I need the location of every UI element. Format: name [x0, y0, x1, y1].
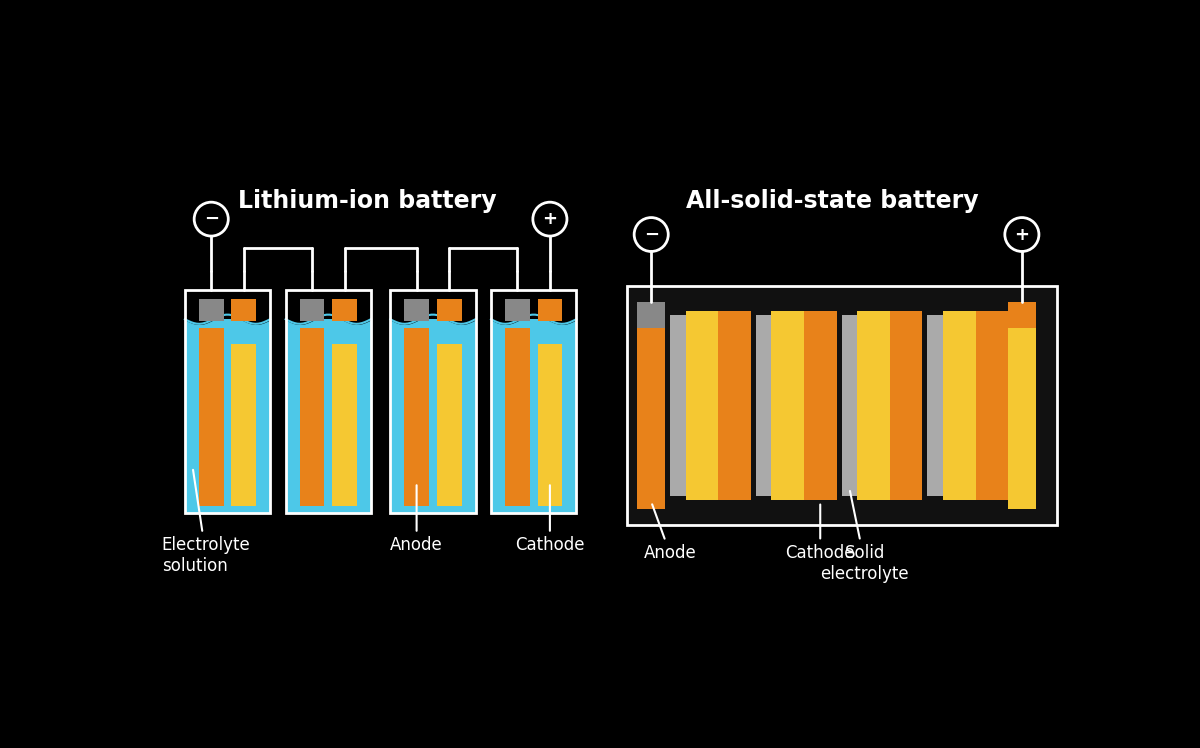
Bar	[772, 311, 804, 500]
Bar	[437, 344, 462, 506]
Bar	[286, 290, 371, 513]
Bar	[199, 328, 223, 506]
Bar	[637, 301, 665, 328]
Bar	[505, 299, 529, 321]
Bar	[199, 299, 223, 321]
Bar	[841, 315, 857, 496]
Bar	[857, 311, 889, 500]
Bar	[491, 319, 576, 513]
Bar	[685, 311, 718, 500]
Bar	[756, 315, 772, 496]
Text: Electrolyte
solution: Electrolyte solution	[162, 470, 251, 575]
Bar	[1008, 301, 1036, 509]
Text: Anode: Anode	[643, 504, 696, 562]
Bar	[670, 315, 685, 496]
Bar	[437, 299, 462, 321]
Text: Anode: Anode	[390, 485, 443, 554]
Bar	[637, 301, 665, 509]
Text: Lithium-ion battery: Lithium-ion battery	[238, 189, 497, 213]
Bar	[404, 328, 430, 506]
Bar	[804, 311, 836, 500]
Text: All-solid-state battery: All-solid-state battery	[685, 189, 978, 213]
Bar	[928, 315, 943, 496]
Bar	[185, 319, 270, 513]
Bar	[300, 299, 324, 321]
Text: −: −	[204, 210, 218, 228]
Bar	[538, 344, 563, 506]
Text: −: −	[643, 225, 659, 244]
Bar	[718, 311, 751, 500]
Bar	[505, 328, 529, 506]
Bar	[332, 344, 356, 506]
Bar	[626, 286, 1057, 525]
Bar	[286, 319, 371, 513]
Bar	[404, 299, 430, 321]
Text: +: +	[542, 210, 558, 228]
Bar	[538, 299, 563, 321]
Bar	[232, 299, 256, 321]
Bar	[491, 290, 576, 513]
Bar	[390, 290, 475, 513]
Bar	[1008, 301, 1036, 328]
Text: Cathode: Cathode	[515, 485, 584, 554]
Text: Cathode: Cathode	[786, 504, 854, 562]
Bar	[943, 311, 976, 500]
Bar	[185, 290, 270, 513]
Bar	[976, 311, 1008, 500]
Bar	[300, 328, 324, 506]
Bar	[889, 311, 923, 500]
Bar	[390, 319, 475, 513]
Text: +: +	[1014, 225, 1030, 244]
Bar	[626, 286, 1057, 525]
Text: Solid
electrolyte: Solid electrolyte	[821, 491, 910, 583]
Bar	[232, 344, 256, 506]
Bar	[332, 299, 356, 321]
